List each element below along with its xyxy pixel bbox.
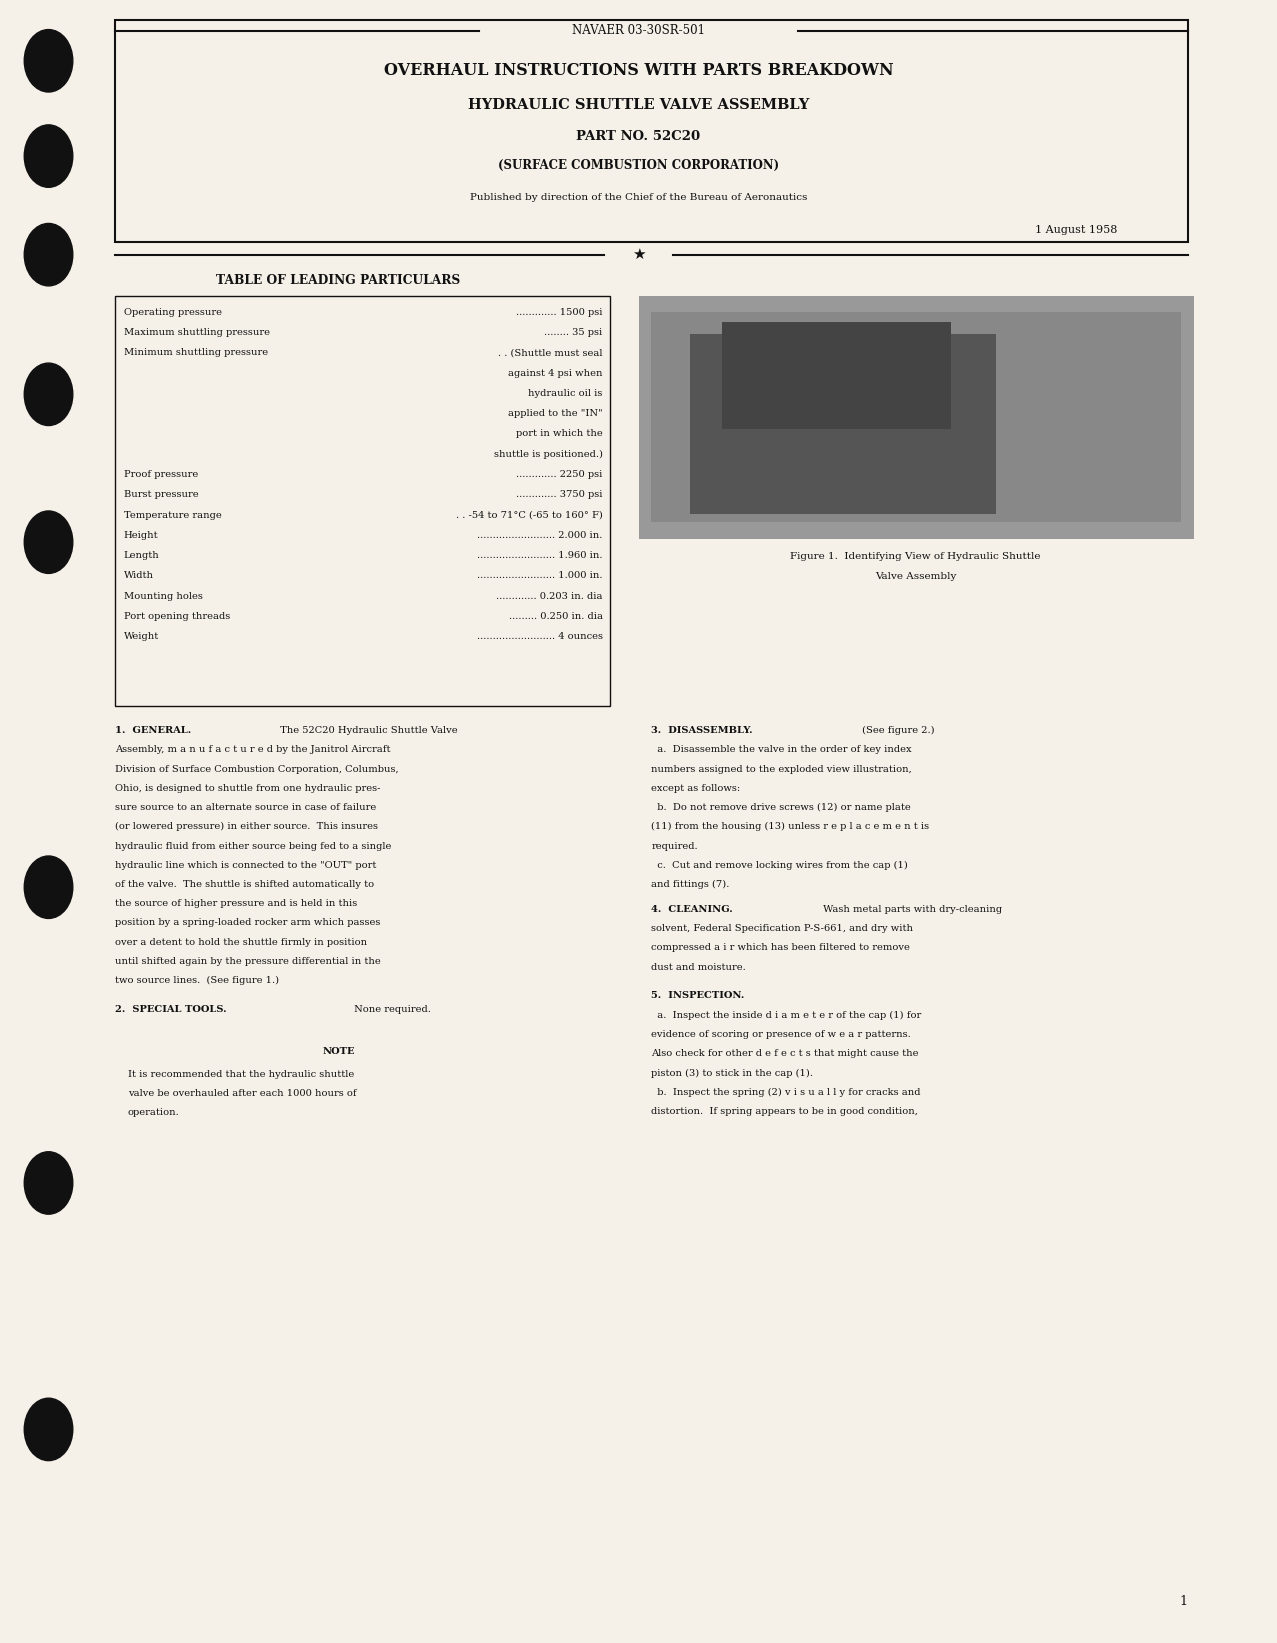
Text: applied to the "IN": applied to the "IN"	[508, 409, 603, 417]
Text: sure source to an alternate source in case of failure: sure source to an alternate source in ca…	[115, 803, 377, 812]
Text: PART NO. 52C20: PART NO. 52C20	[576, 130, 701, 143]
Text: Height: Height	[124, 531, 158, 541]
Text: distortion.  If spring appears to be in good condition,: distortion. If spring appears to be in g…	[651, 1107, 918, 1116]
Text: Figure 1.  Identifying View of Hydraulic Shuttle: Figure 1. Identifying View of Hydraulic …	[790, 552, 1041, 560]
Text: operation.: operation.	[128, 1109, 180, 1117]
Text: against 4 psi when: against 4 psi when	[508, 368, 603, 378]
Text: Assembly, m a n u f a c t u r e d by the Janitrol Aircraft: Assembly, m a n u f a c t u r e d by the…	[115, 746, 391, 754]
Text: ............. 3750 psi: ............. 3750 psi	[516, 490, 603, 499]
Text: c.  Cut and remove locking wires from the cap (1): c. Cut and remove locking wires from the…	[651, 861, 908, 869]
Text: over a detent to hold the shuttle firmly in position: over a detent to hold the shuttle firmly…	[115, 938, 366, 946]
Text: hydraulic line which is connected to the "OUT" port: hydraulic line which is connected to the…	[115, 861, 377, 869]
Text: Published by direction of the Chief of the Bureau of Aeronautics: Published by direction of the Chief of t…	[470, 192, 807, 202]
Text: HYDRAULIC SHUTTLE VALVE ASSEMBLY: HYDRAULIC SHUTTLE VALVE ASSEMBLY	[467, 99, 810, 112]
Text: ......... 0.250 in. dia: ......... 0.250 in. dia	[508, 613, 603, 621]
Text: hydraulic fluid from either source being fed to a single: hydraulic fluid from either source being…	[115, 841, 391, 851]
Text: a.  Inspect the inside d i a m e t e r of the cap (1) for: a. Inspect the inside d i a m e t e r of…	[651, 1010, 922, 1020]
Text: and fittings (7).: and fittings (7).	[651, 881, 729, 889]
Text: . . -54 to 71°C (-65 to 160° F): . . -54 to 71°C (-65 to 160° F)	[456, 511, 603, 519]
Text: Width: Width	[124, 572, 153, 580]
Circle shape	[24, 1398, 73, 1461]
Text: until shifted again by the pressure differential in the: until shifted again by the pressure diff…	[115, 956, 381, 966]
Text: ............. 2250 psi: ............. 2250 psi	[516, 470, 603, 480]
Text: NAVAER 03-30SR-501: NAVAER 03-30SR-501	[572, 25, 705, 36]
Text: (or lowered pressure) in either source.  This insures: (or lowered pressure) in either source. …	[115, 822, 378, 831]
Text: ......................... 1.960 in.: ......................... 1.960 in.	[478, 550, 603, 560]
Text: b.  Do not remove drive screws (12) or name plate: b. Do not remove drive screws (12) or na…	[651, 803, 911, 812]
Text: None required.: None required.	[351, 1006, 432, 1014]
Text: TABLE OF LEADING PARTICULARS: TABLE OF LEADING PARTICULARS	[216, 274, 461, 288]
Text: It is recommended that the hydraulic shuttle: It is recommended that the hydraulic shu…	[128, 1070, 354, 1079]
Bar	[638, 296, 1194, 539]
Circle shape	[24, 30, 73, 92]
Text: required.: required.	[651, 841, 699, 851]
Text: dust and moisture.: dust and moisture.	[651, 963, 746, 971]
Circle shape	[24, 856, 73, 918]
Text: . . (Shuttle must seal: . . (Shuttle must seal	[498, 348, 603, 357]
Text: Temperature range: Temperature range	[124, 511, 222, 519]
Text: Burst pressure: Burst pressure	[124, 490, 198, 499]
Text: ........ 35 psi: ........ 35 psi	[544, 329, 603, 337]
Text: NOTE: NOTE	[322, 1048, 355, 1056]
Text: ............. 0.203 in. dia: ............. 0.203 in. dia	[497, 591, 603, 601]
FancyBboxPatch shape	[690, 334, 996, 514]
Text: the source of higher pressure and is held in this: the source of higher pressure and is hel…	[115, 899, 358, 909]
Text: Length: Length	[124, 550, 160, 560]
Circle shape	[24, 125, 73, 187]
Text: position by a spring-loaded rocker arm which passes: position by a spring-loaded rocker arm w…	[115, 918, 381, 927]
Text: The 52C20 Hydraulic Shuttle Valve: The 52C20 Hydraulic Shuttle Valve	[277, 726, 457, 734]
Bar	[115, 20, 1188, 242]
Text: compressed a i r which has been filtered to remove: compressed a i r which has been filtered…	[651, 943, 911, 953]
Text: Proof pressure: Proof pressure	[124, 470, 198, 480]
Text: Valve Assembly: Valve Assembly	[875, 572, 956, 580]
Text: ★: ★	[632, 246, 645, 263]
Text: (SURFACE COMBUSTION CORPORATION): (SURFACE COMBUSTION CORPORATION)	[498, 159, 779, 173]
Text: ............. 1500 psi: ............. 1500 psi	[516, 307, 603, 317]
Bar	[115, 296, 610, 706]
Text: 2.  SPECIAL TOOLS.: 2. SPECIAL TOOLS.	[115, 1006, 226, 1014]
Text: Minimum shuttling pressure: Minimum shuttling pressure	[124, 348, 268, 357]
Text: two source lines.  (See figure 1.): two source lines. (See figure 1.)	[115, 976, 280, 986]
Text: Weight: Weight	[124, 633, 160, 641]
Text: Ohio, is designed to shuttle from one hydraulic pres-: Ohio, is designed to shuttle from one hy…	[115, 784, 381, 794]
Circle shape	[24, 363, 73, 426]
Text: 3.  DISASSEMBLY.: 3. DISASSEMBLY.	[651, 726, 753, 734]
Text: Maximum shuttling pressure: Maximum shuttling pressure	[124, 329, 269, 337]
Text: 4.  CLEANING.: 4. CLEANING.	[651, 905, 733, 914]
Text: ......................... 2.000 in.: ......................... 2.000 in.	[478, 531, 603, 541]
Text: 1.  GENERAL.: 1. GENERAL.	[115, 726, 192, 734]
Text: OVERHAUL INSTRUCTIONS WITH PARTS BREAKDOWN: OVERHAUL INSTRUCTIONS WITH PARTS BREAKDO…	[383, 62, 894, 79]
Text: (11) from the housing (13) unless r e p l a c e m e n t is: (11) from the housing (13) unless r e p …	[651, 822, 930, 831]
Text: (See figure 2.): (See figure 2.)	[859, 726, 935, 736]
Text: solvent, Federal Specification P-S-661, and dry with: solvent, Federal Specification P-S-661, …	[651, 925, 913, 933]
Text: ......................... 1.000 in.: ......................... 1.000 in.	[478, 572, 603, 580]
Text: Mounting holes: Mounting holes	[124, 591, 203, 601]
Text: 1: 1	[1180, 1595, 1188, 1608]
Text: Also check for other d e f e c t s that might cause the: Also check for other d e f e c t s that …	[651, 1050, 918, 1058]
Text: 1 August 1958: 1 August 1958	[1034, 225, 1117, 235]
Bar	[651, 312, 1181, 522]
Text: b.  Inspect the spring (2) v i s u a l l y for cracks and: b. Inspect the spring (2) v i s u a l l …	[651, 1088, 921, 1098]
Text: except as follows:: except as follows:	[651, 784, 741, 794]
Circle shape	[24, 1152, 73, 1214]
Text: Port opening threads: Port opening threads	[124, 613, 230, 621]
Text: a.  Disassemble the valve in the order of key index: a. Disassemble the valve in the order of…	[651, 746, 912, 754]
Circle shape	[24, 223, 73, 286]
Text: Operating pressure: Operating pressure	[124, 307, 222, 317]
Text: Division of Surface Combustion Corporation, Columbus,: Division of Surface Combustion Corporati…	[115, 764, 398, 774]
Text: port in which the: port in which the	[516, 429, 603, 439]
FancyBboxPatch shape	[722, 322, 951, 429]
Text: shuttle is positioned.): shuttle is positioned.)	[494, 450, 603, 458]
Circle shape	[24, 511, 73, 573]
Text: hydraulic oil is: hydraulic oil is	[529, 389, 603, 398]
Text: ......................... 4 ounces: ......................... 4 ounces	[476, 633, 603, 641]
Text: valve be overhauled after each 1000 hours of: valve be overhauled after each 1000 hour…	[128, 1089, 356, 1098]
Text: evidence of scoring or presence of w e a r patterns.: evidence of scoring or presence of w e a…	[651, 1030, 911, 1038]
Text: of the valve.  The shuttle is shifted automatically to: of the valve. The shuttle is shifted aut…	[115, 881, 374, 889]
Text: piston (3) to stick in the cap (1).: piston (3) to stick in the cap (1).	[651, 1068, 813, 1078]
Text: 5.  INSPECTION.: 5. INSPECTION.	[651, 991, 744, 1001]
Text: numbers assigned to the exploded view illustration,: numbers assigned to the exploded view il…	[651, 764, 912, 774]
Text: Wash metal parts with dry-cleaning: Wash metal parts with dry-cleaning	[820, 905, 1002, 914]
